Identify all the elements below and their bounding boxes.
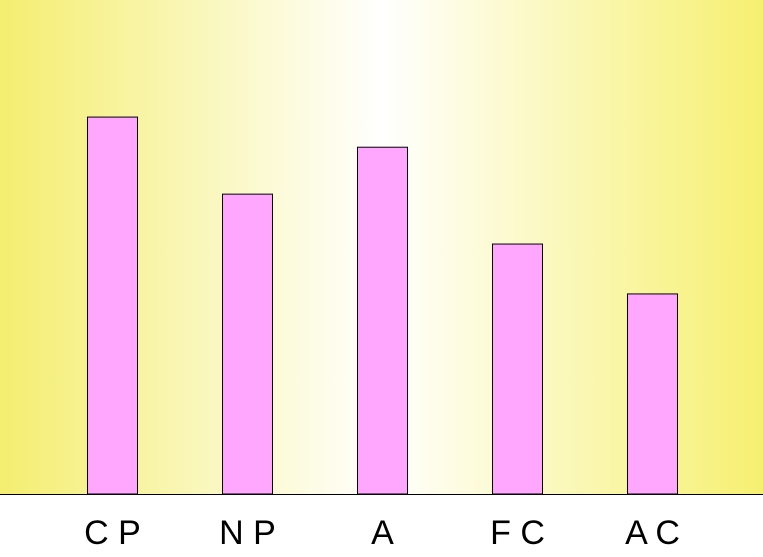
x-tick-label: N P [219,514,276,552]
bar [627,293,678,495]
bar [492,243,543,495]
x-tick-label: A C [625,514,680,552]
x-tick-label: F C [490,514,545,552]
bar [87,116,138,495]
bar [222,193,273,495]
bar [357,146,408,495]
x-tick-label: A [371,514,394,552]
x-tick-label: C P [84,514,141,552]
